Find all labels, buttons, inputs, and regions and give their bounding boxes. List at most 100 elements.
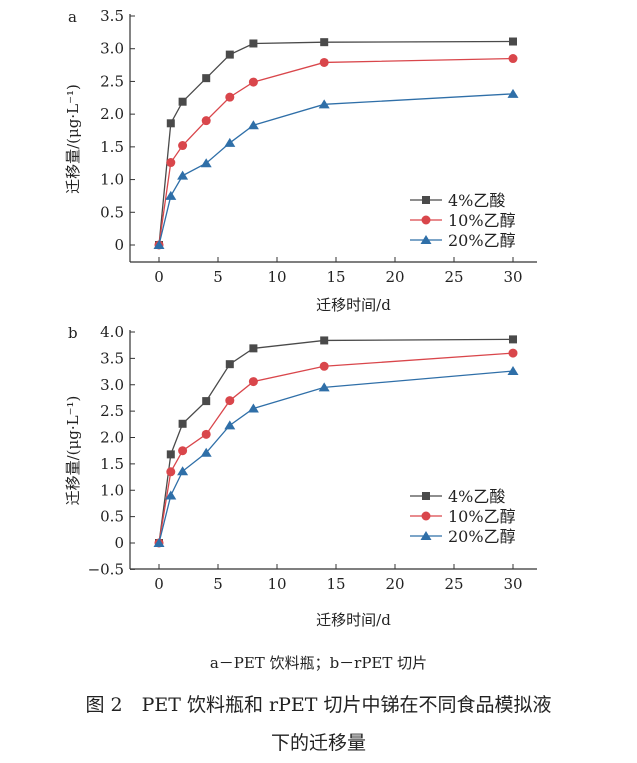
- x-axis-label: 迁移时间/d: [316, 296, 391, 314]
- legend-label: 10%乙醇: [448, 211, 516, 230]
- data-point: [178, 419, 187, 428]
- series-1: [154, 348, 518, 548]
- legend-marker: [421, 511, 431, 521]
- legend-marker: [422, 196, 430, 204]
- data-point: [177, 466, 189, 476]
- series-2: [153, 88, 519, 249]
- data-point: [166, 467, 176, 477]
- figure-caption-line1: 图 2 PET 饮料瓶和 rPET 切片中锑在不同食品模拟液: [85, 694, 552, 716]
- x-tick-label: 25: [444, 268, 463, 286]
- panel-label: b: [68, 324, 78, 342]
- legend-entry: 10%乙醇: [410, 211, 516, 230]
- data-point: [248, 377, 258, 387]
- data-point: [508, 54, 518, 64]
- series-line: [158, 338, 514, 544]
- legend-label: 10%乙醇: [448, 507, 516, 526]
- y-tick-label: 2.0: [100, 429, 124, 447]
- legend-label: 20%乙醇: [448, 527, 516, 546]
- data-point: [507, 88, 519, 98]
- y-tick-label: 0: [114, 236, 124, 254]
- data-point: [509, 37, 517, 46]
- legend-label: 20%乙醇: [448, 231, 516, 250]
- legend-label: 4%乙酸: [448, 487, 505, 506]
- y-tick-label: −0.5: [88, 560, 124, 578]
- x-tick-label: 0: [154, 575, 164, 593]
- data-point: [320, 336, 329, 345]
- x-tick-label: 15: [326, 268, 345, 286]
- data-point: [177, 170, 189, 180]
- x-tick-label: 10: [267, 268, 286, 286]
- y-tick-label: 3.5: [100, 349, 124, 367]
- y-tick-label: 1.0: [100, 171, 124, 189]
- legend-marker: [422, 492, 430, 500]
- data-point: [178, 97, 187, 106]
- data-point: [200, 158, 212, 168]
- y-tick-label: 4.0: [100, 323, 124, 341]
- figure-caption-line2: 下的迁移量: [270, 732, 366, 754]
- y-axis-label: 迁移量/(μg·L⁻¹): [64, 84, 82, 194]
- data-point: [225, 50, 234, 59]
- legend-marker: [420, 531, 432, 540]
- data-point: [200, 447, 212, 457]
- chart-panel-a: 0 0.5 1.0 1.5 2.0 2.5 3.0 3.5 0 5 10 15 20 25 30 a 迁移时间/…: [64, 7, 537, 314]
- y-tick-label: 2.5: [100, 402, 124, 420]
- x-tick-label: 10: [267, 575, 286, 593]
- legend-entry: 4%乙酸: [410, 191, 505, 210]
- y-tick-label: 1.5: [100, 455, 124, 473]
- data-point: [178, 446, 188, 456]
- data-point: [225, 396, 235, 406]
- x-tick-label: 20: [385, 268, 404, 286]
- series-line: [158, 370, 514, 544]
- y-tick-label: 0.5: [100, 508, 124, 526]
- y-tick-label: 1.5: [100, 138, 124, 156]
- data-point: [153, 538, 165, 547]
- legend-entry: 20%乙醇: [410, 231, 516, 250]
- data-point: [224, 137, 236, 147]
- legend-entry: 4%乙酸: [410, 487, 505, 506]
- y-axis-label: 迁移量/(μg·L⁻¹): [64, 396, 82, 506]
- legend-marker: [421, 215, 431, 225]
- data-point: [320, 38, 329, 47]
- legend-marker: [420, 235, 432, 244]
- x-tick-label: 20: [385, 575, 404, 593]
- data-point: [507, 366, 519, 376]
- chart-panel-b: −0.5 0 0.5 1.0 1.5 2.0 2.5 3.0 3.5 4.0 0 5 10 15 20 25 3…: [64, 323, 537, 629]
- data-point: [319, 361, 329, 371]
- data-point: [247, 120, 259, 130]
- y-tick-label: 3.5: [100, 7, 124, 25]
- x-tick-label: 5: [213, 268, 223, 286]
- series-2: [153, 366, 519, 547]
- data-point: [248, 77, 258, 87]
- data-point: [318, 99, 330, 109]
- data-point: [224, 420, 236, 430]
- data-point: [319, 57, 329, 67]
- y-tick-label: 0: [114, 534, 124, 552]
- data-point: [153, 240, 165, 249]
- data-point: [318, 382, 330, 392]
- data-point: [508, 348, 518, 358]
- chart-canvas: 0 0.5 1.0 1.5 2.0 2.5 3.0 3.5 0 5 10 15 20 25 30 a 迁移时间/…: [64, 7, 537, 629]
- data-point: [166, 450, 175, 459]
- legend-entry: 20%乙醇: [410, 527, 516, 546]
- data-point: [249, 344, 258, 353]
- x-tick-label: 15: [326, 575, 345, 593]
- data-point: [202, 74, 211, 83]
- subcaption: a－PET 饮料瓶；b－rPET 切片: [209, 654, 428, 672]
- x-tick-label: 30: [503, 268, 522, 286]
- y-tick-label: 0.5: [100, 203, 124, 221]
- y-tick-label: 3.0: [100, 40, 124, 58]
- data-point: [165, 190, 177, 200]
- data-point: [509, 335, 517, 344]
- panel-label: a: [68, 8, 77, 26]
- x-tick-label: 25: [444, 575, 463, 593]
- data-point: [178, 141, 188, 151]
- data-point: [201, 116, 211, 126]
- data-point: [165, 490, 177, 500]
- data-point: [166, 158, 176, 168]
- x-tick-label: 5: [213, 575, 223, 593]
- y-tick-label: 2.0: [100, 105, 124, 123]
- data-point: [225, 360, 234, 369]
- legend-label: 4%乙酸: [448, 191, 505, 210]
- data-point: [225, 92, 235, 102]
